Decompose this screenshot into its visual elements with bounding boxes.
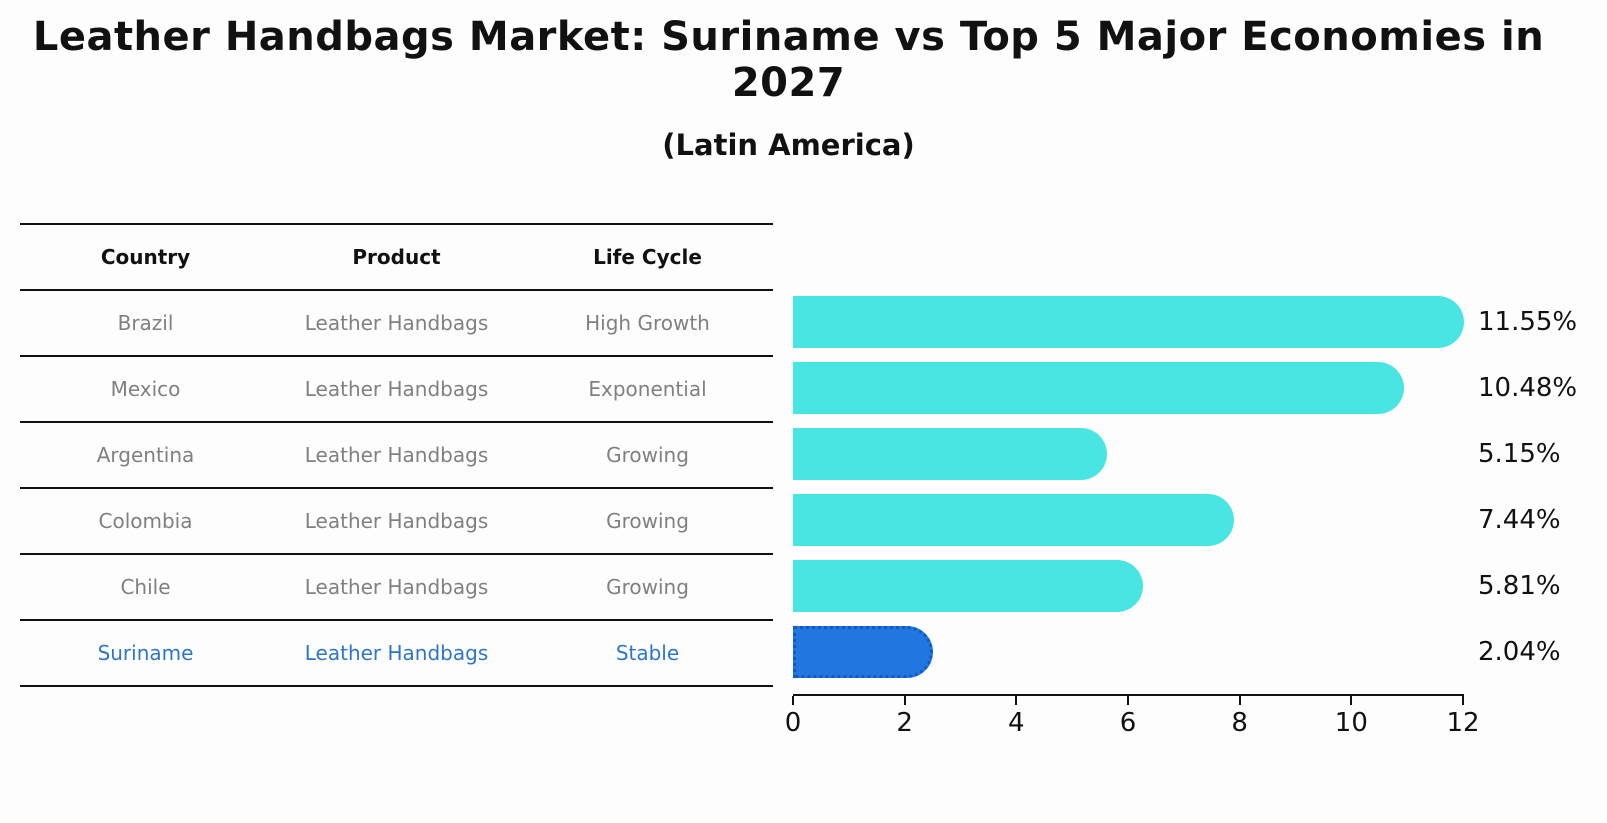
column-header-product: Product: [352, 245, 441, 269]
value-label-mexico: 10.48%: [1478, 373, 1578, 403]
bar-plot-area: [793, 289, 1493, 685]
cell-country: Mexico: [110, 377, 181, 401]
x-tick-label: 0: [784, 708, 802, 738]
cell-product: Leather Handbags: [304, 575, 489, 599]
cell-life-cycle: Growing: [606, 443, 689, 467]
cell-life-cycle: High Growth: [585, 311, 710, 335]
x-tick-label: 10: [1334, 708, 1368, 738]
cell-product: Leather Handbags: [304, 377, 489, 401]
table-header-row: Country Product Life Cycle: [20, 223, 773, 289]
cell-product: Leather Handbags: [304, 509, 489, 533]
cell-product: Leather Handbags: [304, 641, 489, 665]
value-label-chile: 5.81%: [1478, 571, 1561, 601]
cell-country: Chile: [120, 575, 171, 599]
x-tick-mark: [1238, 696, 1241, 705]
cell-country: Brazil: [117, 311, 174, 335]
bar-colombia: [793, 494, 1234, 546]
x-tick-mark: [1127, 696, 1129, 705]
x-tick-mark: [792, 696, 794, 705]
x-tick-label: 12: [1446, 708, 1480, 738]
bar-suriname: [793, 626, 933, 678]
table-row: Brazil Leather Handbags High Growth: [20, 289, 773, 355]
bar-mexico: [793, 362, 1404, 414]
value-label-colombia: 7.44%: [1478, 505, 1561, 535]
chart-title: Leather Handbags Market: Suriname vs Top…: [32, 14, 1545, 106]
figure-header: Leather Handbags Market: Suriname vs Top…: [0, 0, 1607, 162]
country-table: Country Product Life Cycle Brazil Leather…: [20, 223, 773, 687]
x-tick-label: 8: [1231, 708, 1248, 738]
x-tick-mark: [903, 696, 906, 705]
table-row: Argentina Leather Handbags Growing: [20, 421, 773, 487]
bar-brazil: [793, 296, 1464, 348]
cell-life-cycle: Growing: [606, 575, 689, 599]
table-row: Suriname Leather Handbags Stable: [20, 619, 773, 685]
table-row: Chile Leather Handbags Growing: [20, 553, 773, 619]
column-header-life-cycle: Life Cycle: [593, 245, 702, 269]
bar-chile: [793, 560, 1143, 612]
cell-country: Suriname: [97, 641, 194, 665]
x-tick-mark: [1462, 696, 1464, 705]
x-tick-mark: [1350, 696, 1353, 705]
x-tick-label: 4: [1008, 708, 1025, 738]
value-label-brazil: 11.55%: [1478, 307, 1578, 337]
column-header-country: Country: [100, 245, 191, 269]
x-axis-line: [793, 694, 1464, 696]
table-row: Mexico Leather Handbags Exponential: [20, 355, 773, 421]
cell-life-cycle: Stable: [615, 641, 680, 665]
cell-country: Argentina: [96, 443, 195, 467]
value-label-suriname: 2.04%: [1478, 637, 1561, 667]
cell-product: Leather Handbags: [304, 311, 489, 335]
cell-country: Colombia: [98, 509, 193, 533]
x-tick-label: 6: [1119, 708, 1137, 738]
bar-argentina: [793, 428, 1107, 480]
cell-product: Leather Handbags: [304, 443, 489, 467]
chart-subtitle: (Latin America): [662, 128, 915, 162]
value-labels: 11.55% 10.48% 5.15% 7.44% 5.81% 2.04%: [1478, 289, 1607, 685]
cell-life-cycle: Exponential: [588, 377, 707, 401]
cell-life-cycle: Growing: [606, 509, 689, 533]
x-tick-mark: [1015, 696, 1018, 705]
x-tick-label: 2: [896, 708, 913, 738]
table-row: Colombia Leather Handbags Growing: [20, 487, 773, 553]
value-label-argentina: 5.15%: [1478, 439, 1561, 469]
